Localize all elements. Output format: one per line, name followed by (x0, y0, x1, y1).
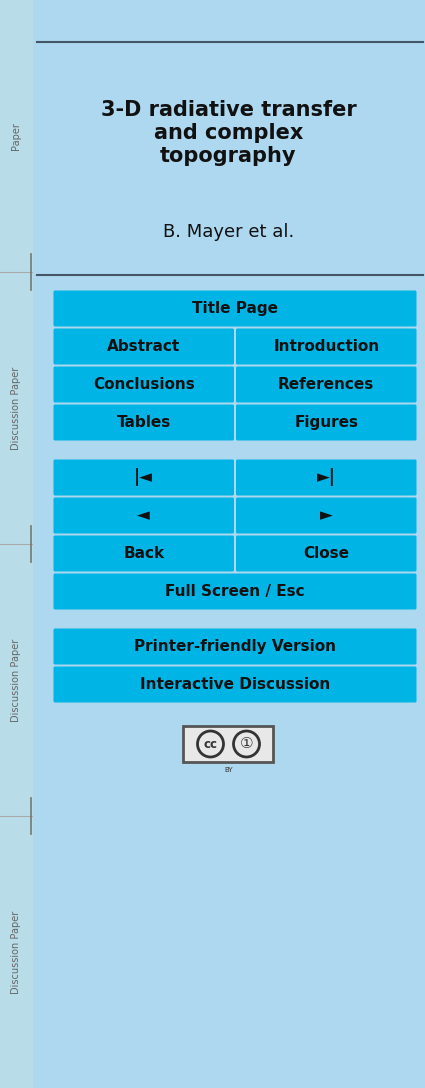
FancyBboxPatch shape (54, 573, 416, 609)
Text: ►|: ►| (317, 469, 336, 486)
Bar (0, 0, 32, 1088)
Text: Figures: Figures (294, 415, 358, 430)
Text: Full Screen / Esc: Full Screen / Esc (165, 584, 305, 599)
Text: Discussion Paper: Discussion Paper (11, 911, 21, 993)
Text: Title Page: Title Page (192, 301, 278, 316)
Text: References: References (278, 378, 374, 392)
FancyBboxPatch shape (184, 726, 274, 762)
Text: Close: Close (303, 546, 349, 561)
FancyBboxPatch shape (236, 367, 416, 403)
FancyBboxPatch shape (54, 290, 416, 326)
Text: B. Mayer et al.: B. Mayer et al. (163, 223, 294, 242)
FancyBboxPatch shape (54, 367, 234, 403)
FancyBboxPatch shape (54, 459, 234, 495)
Text: Back: Back (123, 546, 164, 561)
FancyBboxPatch shape (54, 497, 234, 533)
Text: Abstract: Abstract (107, 339, 180, 354)
Text: Interactive Discussion: Interactive Discussion (140, 677, 330, 692)
FancyBboxPatch shape (236, 329, 416, 364)
FancyBboxPatch shape (236, 535, 416, 571)
Text: Conclusions: Conclusions (93, 378, 195, 392)
FancyBboxPatch shape (236, 405, 416, 441)
Text: ①: ① (240, 735, 253, 751)
Text: BY: BY (224, 767, 233, 772)
Text: |◄: |◄ (134, 469, 153, 486)
Text: Tables: Tables (116, 415, 171, 430)
Text: Printer-friendly Version: Printer-friendly Version (134, 639, 336, 654)
Text: Discussion Paper: Discussion Paper (11, 639, 21, 721)
Text: and complex: and complex (154, 123, 303, 143)
Text: ►: ► (320, 507, 333, 524)
FancyBboxPatch shape (54, 405, 234, 441)
Text: 3-D radiative transfer: 3-D radiative transfer (101, 100, 357, 120)
FancyBboxPatch shape (236, 497, 416, 533)
Text: cc: cc (204, 738, 218, 751)
Text: Discussion Paper: Discussion Paper (11, 367, 21, 449)
FancyBboxPatch shape (54, 535, 234, 571)
Text: Introduction: Introduction (273, 339, 379, 354)
FancyBboxPatch shape (54, 667, 416, 703)
FancyBboxPatch shape (54, 629, 416, 665)
Text: topography: topography (160, 146, 297, 166)
FancyBboxPatch shape (236, 459, 416, 495)
Text: ◄: ◄ (137, 507, 150, 524)
Text: Paper: Paper (11, 122, 21, 150)
FancyBboxPatch shape (54, 329, 234, 364)
